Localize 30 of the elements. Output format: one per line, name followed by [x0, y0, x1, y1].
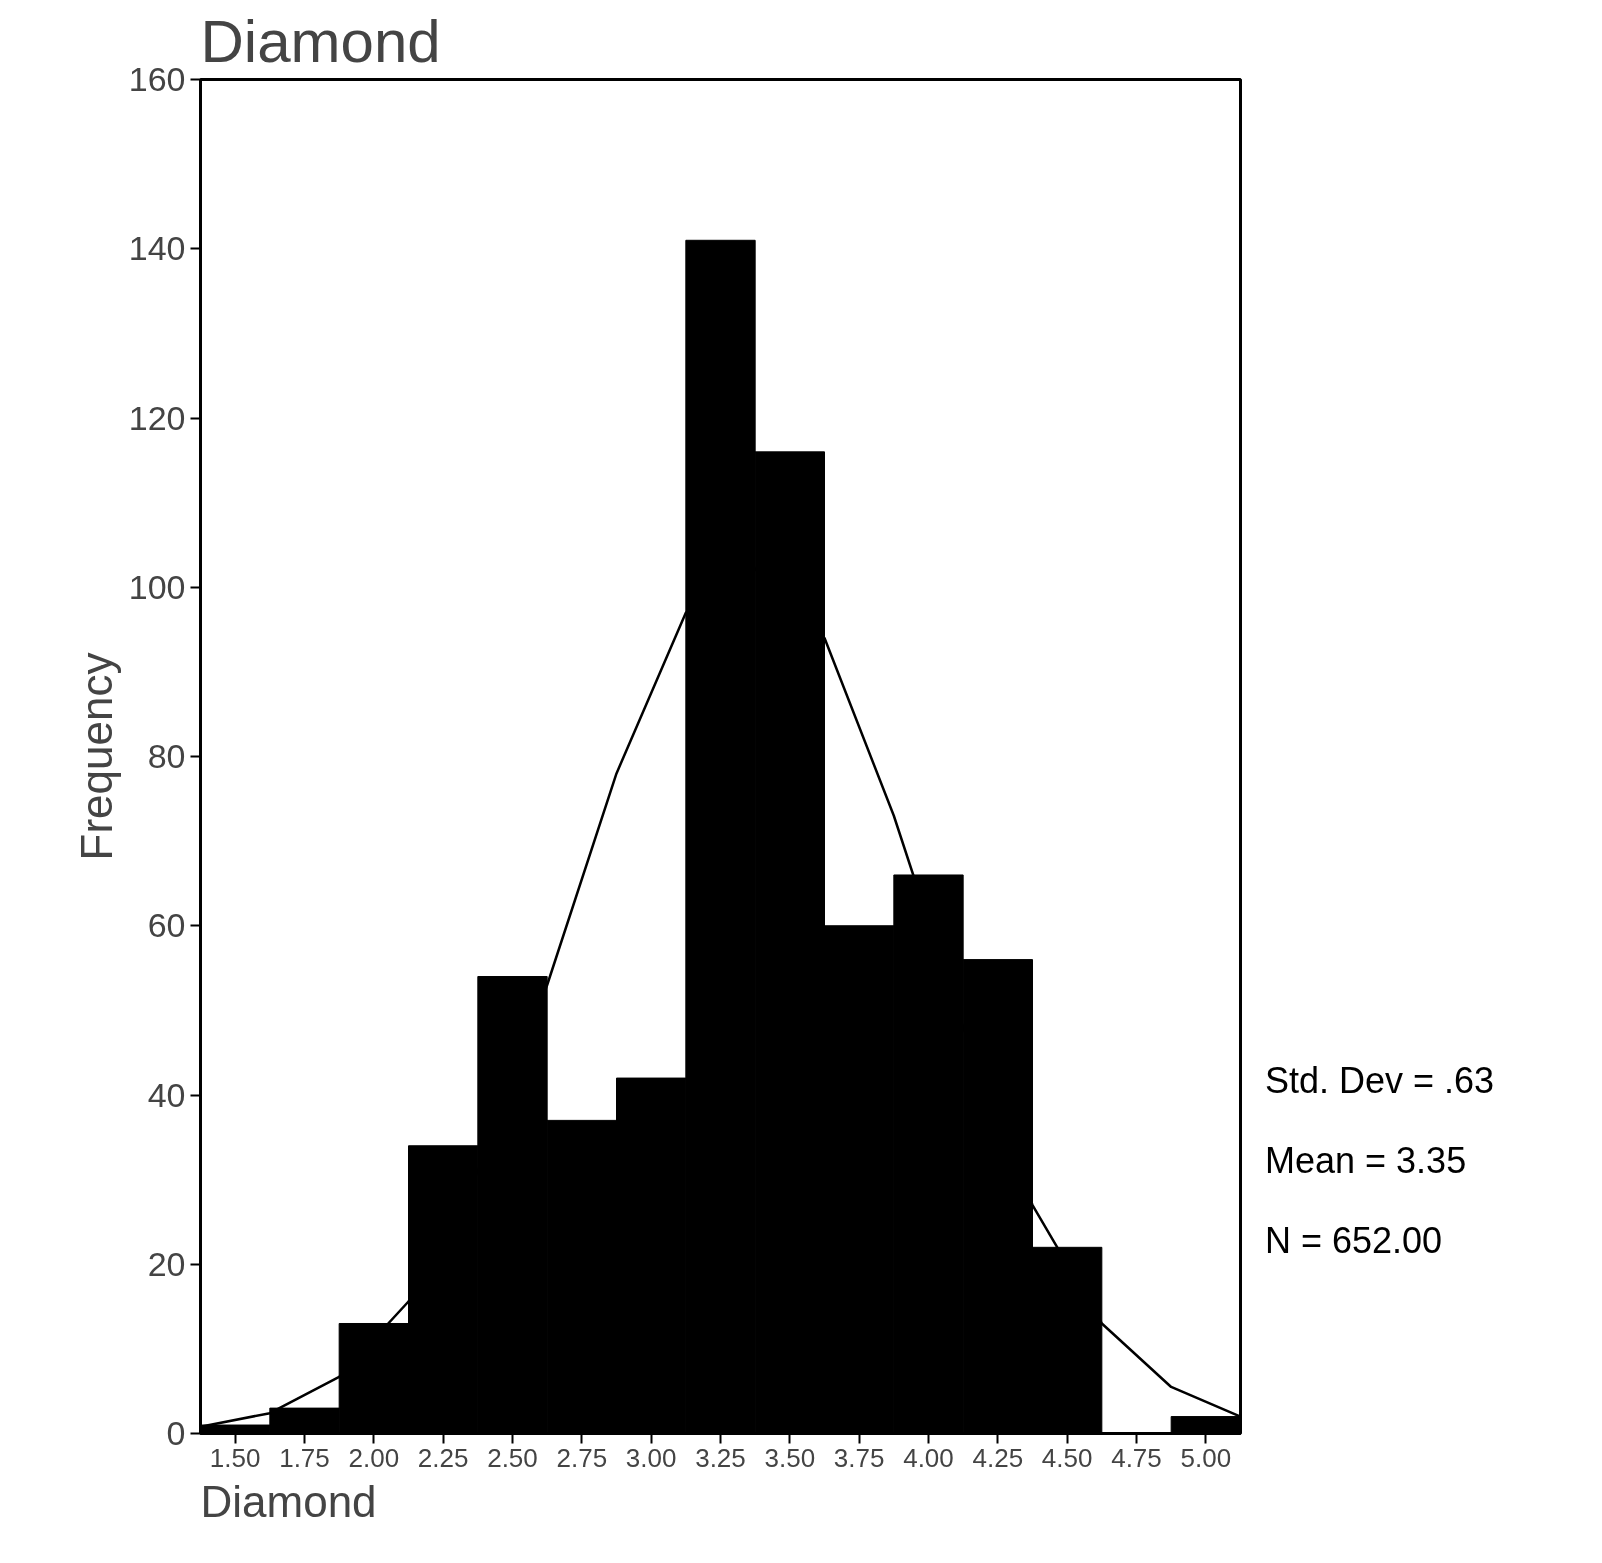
x-tick-label: 2.25: [417, 1442, 469, 1473]
chart-title: Diamond: [200, 7, 441, 75]
x-tick-label: 1.50: [209, 1442, 261, 1473]
x-tick-label: 3.00: [625, 1442, 677, 1473]
text: Mean = 3.35: [1265, 1139, 1467, 1183]
y-tick-label: 60: [147, 906, 186, 945]
x-axis-title: Diamond: [200, 1476, 377, 1526]
x-tick-label: 3.25: [695, 1442, 746, 1473]
x-tick-label: 2.00: [348, 1442, 400, 1473]
x-tick-label: 3.50: [764, 1442, 816, 1473]
y-tick-label: 0: [166, 1414, 186, 1452]
x-tick-label: 4.00: [903, 1442, 954, 1473]
y-tick-label: 140: [128, 229, 186, 268]
x-tick-label: 1.75: [279, 1442, 330, 1473]
x-tick-label: 2.75: [556, 1442, 608, 1473]
y-tick-label: 20: [147, 1244, 186, 1283]
x-tick-label: 5.00: [1180, 1442, 1232, 1473]
x-tick-label: 4.50: [1041, 1442, 1093, 1473]
x-tick-label: 4.75: [1111, 1442, 1162, 1473]
x-tick-label: 2.50: [487, 1442, 538, 1473]
y-tick-label: 80: [147, 737, 186, 775]
y-tick-label: 120: [128, 398, 186, 437]
x-tick-label: 4.25: [972, 1442, 1024, 1473]
y-tick-label: 40: [147, 1075, 186, 1114]
y-tick-label: 100: [128, 567, 186, 606]
y-tick-label: 160: [128, 60, 186, 98]
y-axis-title: Frequency: [71, 652, 121, 861]
x-tick-label: 3.75: [833, 1442, 885, 1473]
text: Std. Dev = .63: [1265, 1059, 1495, 1103]
text: N = 652.00: [1265, 1219, 1443, 1263]
